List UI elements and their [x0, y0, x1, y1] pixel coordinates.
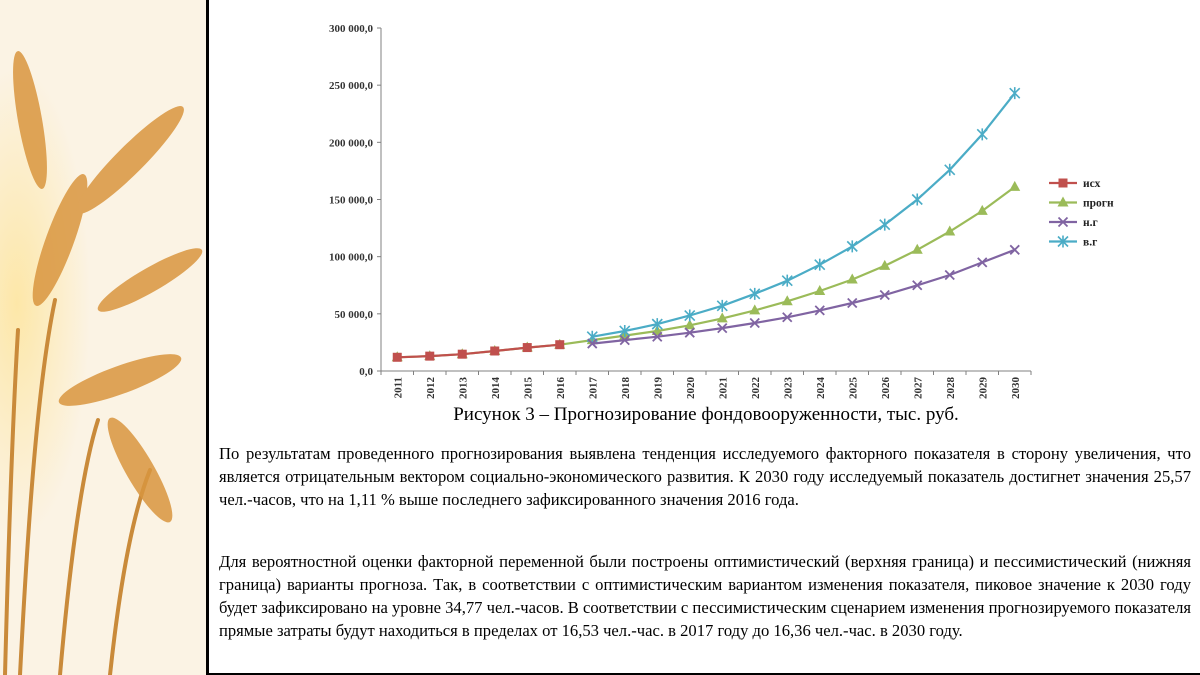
data-point-в.г	[976, 128, 988, 141]
data-point-в.г	[846, 240, 858, 253]
x-tick-label: 2014	[490, 377, 502, 400]
data-point-в.г	[716, 299, 728, 312]
data-point-прогн	[944, 225, 956, 236]
data-point-прогн	[684, 319, 696, 330]
x-tick-label: 2025	[847, 377, 859, 400]
x-tick-label: 2030	[1010, 377, 1022, 400]
data-point-прогн	[814, 284, 826, 295]
data-point-в.г	[749, 287, 761, 300]
data-point-исх	[555, 340, 565, 350]
series-line-в.г	[592, 92, 1016, 338]
x-tick-label: 2012	[425, 377, 437, 400]
data-point-прогн	[749, 304, 761, 315]
data-point-исх	[490, 346, 500, 356]
content-panel: 0,0 50 000,0 100 000,0 150 000,0 200 000,0 25…	[206, 0, 1200, 675]
y-tick-label: 150 000,0	[329, 195, 374, 207]
legend-marker-исх	[1058, 178, 1068, 188]
y-tick-label: 0,0	[359, 366, 373, 378]
data-point-в.г	[944, 163, 956, 176]
x-tick-label: 2020	[685, 377, 697, 400]
x-tick-label: 2015	[522, 377, 534, 400]
data-point-н.г	[977, 257, 988, 268]
data-point-прогн	[879, 259, 891, 270]
data-point-н.г	[814, 305, 825, 316]
x-tick-label: 2019	[652, 377, 664, 400]
x-tick-label: 2024	[815, 377, 827, 400]
data-point-в.г	[911, 193, 923, 206]
data-point-н.г	[879, 289, 890, 301]
legend-marker-в.г	[1057, 235, 1069, 248]
data-point-в.г	[684, 309, 696, 322]
line-chart: 0,0 50 000,0 100 000,0 150 000,0 200 000,0 25…	[329, 23, 1114, 400]
data-point-прогн	[911, 243, 923, 254]
series-line-прогн	[397, 186, 1016, 359]
data-point-н.г	[847, 297, 858, 309]
y-tick-label: 100 000,0	[329, 252, 374, 264]
data-point-исх	[457, 349, 467, 359]
x-tick-label: 2013	[457, 377, 469, 400]
data-point-н.г	[1009, 244, 1020, 255]
data-point-исх	[522, 343, 532, 353]
data-point-прогн	[1009, 180, 1021, 191]
data-point-в.г	[814, 258, 826, 271]
data-point-в.г	[781, 274, 793, 287]
x-tick-label: 2016	[555, 377, 567, 400]
x-tick-label: 2017	[587, 377, 599, 400]
x-tick-label: 2018	[620, 377, 632, 400]
data-point-в.г	[1009, 87, 1021, 100]
data-point-прогн	[846, 273, 858, 284]
data-point-н.г	[912, 280, 923, 291]
legend-label: н.г	[1083, 217, 1098, 229]
paragraph-2: Для вероятностной оценки факторной перем…	[219, 552, 1191, 640]
data-point-исх	[392, 352, 402, 362]
legend-marker-прогн	[1057, 196, 1069, 207]
data-point-н.г	[749, 317, 760, 329]
data-point-в.г	[651, 318, 663, 331]
legend-marker-н.г	[1057, 216, 1069, 228]
legend-label: прогн	[1083, 198, 1114, 210]
series-line-исх	[397, 343, 560, 359]
y-tick-label: 200 000,0	[329, 137, 374, 149]
x-tick-label: 2026	[880, 377, 892, 400]
x-tick-label: 2028	[945, 377, 957, 400]
data-point-н.г	[619, 334, 630, 346]
x-tick-label: 2027	[912, 377, 924, 400]
x-tick-label: 2022	[750, 377, 762, 400]
x-tick-label: 2029	[977, 377, 989, 400]
paragraph-1: По результатам проведенного прогнозирова…	[219, 444, 1191, 509]
series-line-н.г	[592, 248, 1016, 345]
data-point-в.г	[879, 218, 891, 231]
data-point-н.г	[652, 331, 663, 342]
data-point-н.г	[782, 312, 793, 323]
data-point-прогн	[716, 312, 728, 323]
data-point-н.г	[684, 327, 695, 338]
data-point-в.г	[619, 324, 631, 337]
x-tick-label: 2021	[717, 377, 729, 399]
data-point-прогн	[976, 204, 988, 215]
x-tick-label: 2011	[392, 377, 404, 398]
data-point-н.г	[717, 322, 728, 334]
legend-label: в.г	[1083, 237, 1097, 249]
data-point-н.г	[944, 269, 955, 281]
y-tick-label: 50 000,0	[335, 309, 374, 321]
legend-label: исх	[1083, 178, 1101, 190]
y-tick-label: 250 000,0	[329, 80, 374, 92]
figure-caption: Рисунок 3 – Прогнозирование фондовооруже…	[453, 404, 959, 425]
data-point-н.г	[587, 338, 598, 349]
y-tick-label: 300 000,0	[329, 23, 374, 35]
data-point-прогн	[781, 295, 793, 306]
data-point-исх	[425, 351, 435, 361]
x-tick-label: 2023	[782, 377, 794, 400]
